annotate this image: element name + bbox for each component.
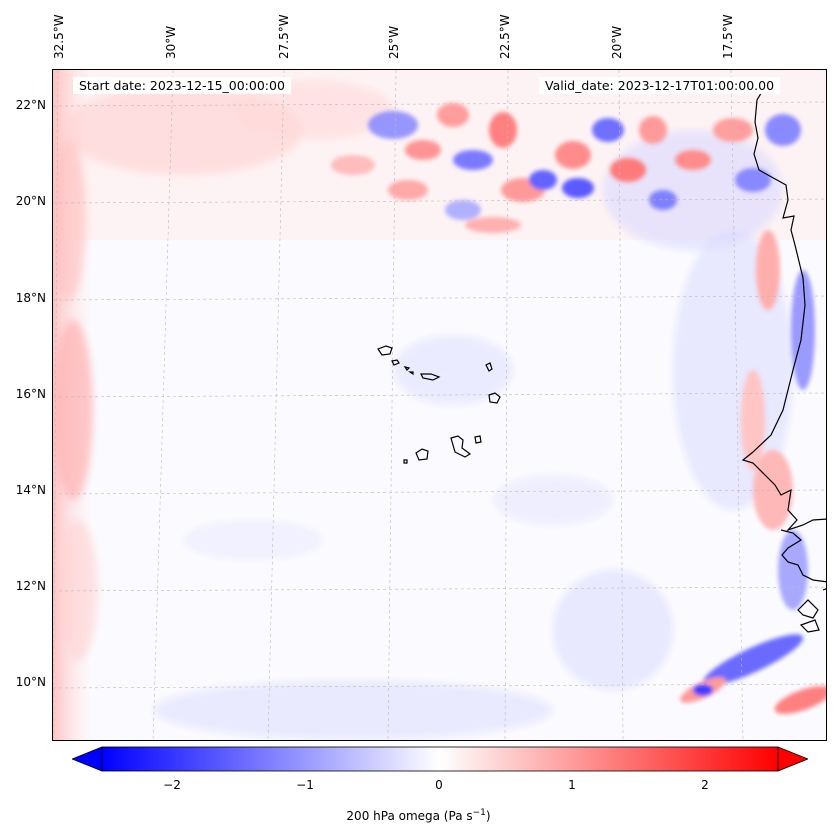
omega-field-map <box>53 70 826 740</box>
field-southeast-features <box>680 230 826 714</box>
colorbar-tick-2: 2 <box>701 778 709 792</box>
colorbar-label-suffix: ) <box>485 809 491 823</box>
colorbar-tick-1: 1 <box>568 778 576 792</box>
lon-label-22-5w: 22.5°W <box>498 14 512 59</box>
colorbar-gradient <box>101 746 779 772</box>
lon-label-27-5w: 27.5°W <box>277 14 291 59</box>
colorbar-tick-0: 0 <box>435 778 443 792</box>
field-turbulent-band <box>331 103 801 233</box>
lat-label-14n: 14°N <box>15 483 46 497</box>
lon-label-25w: 25°W <box>387 25 401 59</box>
lon-label-32-5w: 32.5°W <box>52 14 66 59</box>
field-smooth-blobs <box>53 80 793 740</box>
lon-label-30w: 30°W <box>164 25 178 59</box>
cape-verde-islands <box>377 345 501 464</box>
colorbar-label-exponent: −1 <box>472 808 486 818</box>
lat-label-16n: 16°N <box>15 387 46 401</box>
start-date-label: Start date: 2023-12-15_00:00:00 <box>73 77 291 94</box>
colorbar-left-extend <box>72 746 103 772</box>
colorbar-label-prefix: 200 hPa omega (Pa s <box>346 809 473 823</box>
lat-label-20n: 20°N <box>15 194 46 208</box>
colorbar <box>72 746 808 772</box>
lon-label-17-5w: 17.5°W <box>721 14 735 59</box>
colorbar-right-extend <box>777 746 808 772</box>
lat-label-18n: 18°N <box>15 291 46 305</box>
gridlines <box>53 70 826 740</box>
valid-date-label: Valid_date: 2023-12-17T01:00:00.00 <box>539 77 781 94</box>
lat-label-12n: 12°N <box>15 579 46 593</box>
colorbar-label: 200 hPa omega (Pa s−1) <box>0 808 837 823</box>
lon-label-20w: 20°W <box>610 25 624 59</box>
colorbar-tick-minus1: −1 <box>296 778 314 792</box>
colorbar-tick-minus2: −2 <box>163 778 181 792</box>
map-plot-area <box>52 69 827 741</box>
lat-label-10n: 10°N <box>15 675 46 689</box>
lat-label-22n: 22°N <box>15 98 46 112</box>
africa-coastline <box>741 84 826 633</box>
